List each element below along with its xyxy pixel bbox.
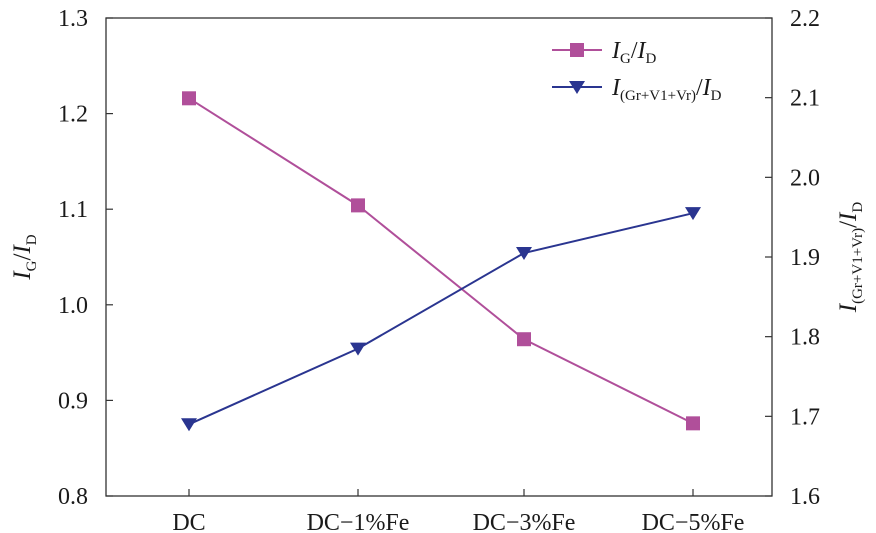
- right-y-tick-label: 2.2: [790, 6, 820, 32]
- left-y-axis-title: IG/ID: [9, 234, 40, 280]
- series-1-point: [685, 207, 701, 221]
- series-1-point: [350, 342, 366, 356]
- right-y-tick-label: 1.7: [790, 404, 820, 430]
- x-tick-label: DC−5%Fe: [642, 510, 745, 533]
- series-0-point: [517, 332, 531, 347]
- legend: IG/ID I(Gr+V1+Vr)/ID: [552, 38, 722, 104]
- left-y-tick-label: 1.2: [58, 102, 88, 128]
- right-y-axis-ticks: 1.6 1.7 1.8 1.9 2.0 2.1 2.2: [765, 6, 820, 510]
- right-y-tick-label: 1.8: [790, 325, 820, 351]
- series-0-point: [351, 198, 365, 213]
- series-1-line: [188, 212, 694, 426]
- series-1-point: [516, 247, 532, 261]
- legend-square-marker: [570, 43, 584, 57]
- left-y-tick-label: 1.0: [58, 293, 88, 319]
- left-y-tick-label: 1.3: [58, 6, 88, 32]
- series-0-point: [182, 91, 196, 106]
- left-y-tick-label: 0.8: [58, 484, 88, 510]
- series-layer: [181, 91, 701, 432]
- x-tick-label: DC: [172, 510, 205, 533]
- right-y-tick-label: 2.1: [790, 86, 820, 112]
- left-y-axis-ticks: 0.8 0.9 1.0 1.1 1.2 1.3: [58, 6, 113, 510]
- legend-triangle-marker: [569, 81, 585, 94]
- right-y-axis-title: I(Gr+V1+Vr)/ID: [835, 202, 866, 314]
- left-y-tick-label: 0.9: [58, 388, 88, 414]
- x-tick-label: DC−1%Fe: [307, 510, 410, 533]
- svg-text:IG/ID: IG/ID: [611, 38, 657, 67]
- x-axis-ticks: DC DC−1%Fe DC−3%Fe DC−5%Fe: [172, 489, 744, 533]
- series-1-point: [181, 418, 197, 432]
- legend-entry-igr-id: I(Gr+V1+Vr)/ID: [552, 75, 722, 104]
- left-y-tick-label: 1.1: [58, 197, 88, 223]
- x-tick-label: DC−3%Fe: [473, 510, 576, 533]
- right-y-tick-label: 1.9: [790, 245, 820, 271]
- svg-text:I(Gr+V1+Vr)/ID: I(Gr+V1+Vr)/ID: [611, 75, 722, 104]
- series-0-line: [188, 97, 694, 425]
- right-y-tick-label: 2.0: [790, 165, 820, 191]
- series-0-point: [686, 416, 700, 431]
- right-y-tick-label: 1.6: [790, 484, 820, 510]
- legend-entry-ig-id: IG/ID: [552, 38, 657, 67]
